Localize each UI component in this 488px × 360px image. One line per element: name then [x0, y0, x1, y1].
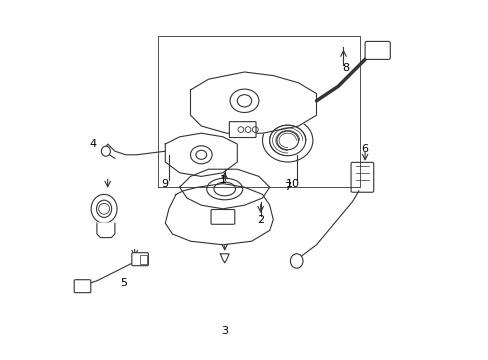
Text: 7: 7 [284, 182, 291, 192]
FancyBboxPatch shape [132, 253, 148, 266]
FancyBboxPatch shape [350, 162, 373, 192]
Text: 10: 10 [285, 179, 300, 189]
Text: 6: 6 [361, 144, 368, 154]
Text: 9: 9 [162, 179, 168, 189]
Ellipse shape [262, 119, 312, 162]
Ellipse shape [290, 254, 303, 268]
Polygon shape [104, 144, 165, 158]
Text: 1: 1 [219, 175, 226, 185]
Polygon shape [220, 254, 228, 263]
Text: 3: 3 [221, 326, 228, 336]
Polygon shape [190, 72, 316, 133]
FancyBboxPatch shape [229, 122, 256, 138]
FancyBboxPatch shape [365, 41, 389, 59]
FancyBboxPatch shape [74, 280, 91, 293]
Text: 5: 5 [120, 278, 127, 288]
Polygon shape [165, 133, 237, 176]
Text: 2: 2 [257, 215, 264, 225]
Polygon shape [165, 184, 273, 245]
Text: 8: 8 [342, 63, 349, 73]
FancyBboxPatch shape [211, 210, 234, 224]
Text: 4: 4 [90, 139, 97, 149]
Polygon shape [179, 169, 269, 209]
Polygon shape [97, 223, 115, 238]
Ellipse shape [101, 146, 110, 156]
Ellipse shape [91, 194, 117, 223]
